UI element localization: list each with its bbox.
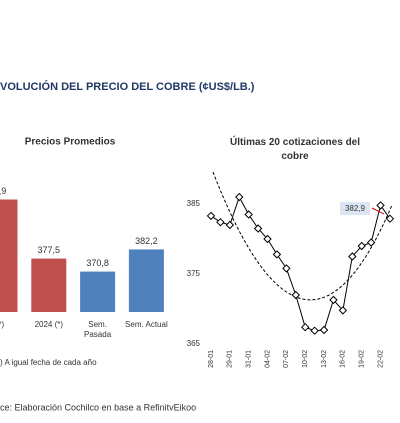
marker [272,250,282,259]
x-tick-label: 22-02 [377,350,384,368]
source: ce: Elaboración Cochilco en base a Refin… [0,402,196,412]
x-tick-label: 29-01 [227,350,234,368]
marker [291,290,300,300]
y-tick-label: 365 [187,339,201,348]
marker [348,252,357,261]
marker [253,224,263,233]
line [210,195,391,332]
value-label: 377,5 [38,245,61,255]
marker [225,220,235,230]
annotation: 382,9 [345,204,366,213]
marker [216,217,225,227]
marker [385,214,395,223]
note: ) A igual fecha de cada año [0,358,97,367]
x-tick-label: Sem. Pasada [84,320,112,339]
x-tick-label: 04-02 [264,350,271,368]
marker [329,295,338,305]
x-tick-label: 16-02 [340,350,347,368]
left-chart-title: Precios Promedios [25,137,116,148]
marker [319,325,329,335]
marker [310,326,319,335]
marker [244,210,253,219]
marker [376,201,385,210]
trend-line [212,171,393,301]
marker [263,234,272,244]
bar [80,271,116,312]
marker [366,238,376,247]
marker [235,192,244,202]
marker [206,211,216,221]
value-label: 7,9 [0,186,6,196]
bar [0,199,18,312]
annotation-box [340,202,370,215]
bar [128,249,164,312]
y-tick-label: 375 [187,269,201,278]
value-label: 370,8 [86,258,109,268]
x-tick-label: 28-01 [208,350,215,368]
marker [357,241,366,251]
marker [300,322,310,332]
y-tick-label: 385 [187,199,201,208]
x-tick-label: (*) [0,320,5,329]
value-label: 382,2 [135,236,158,246]
marker [282,264,291,273]
x-tick-label: 2024 (*) [34,320,64,329]
page-title: VOLUCIÓN DEL PRECIO DEL COBRE (¢US$/LB.) [0,80,255,93]
x-tick-label: Sem. Actual [125,320,168,329]
marker [338,306,348,315]
x-tick-label: 13-02 [321,350,328,368]
x-tick-label: 31-01 [246,350,253,368]
x-tick-label: 10-02 [302,350,309,368]
bar [31,258,67,312]
x-tick-label: 07-02 [283,350,290,368]
annotation-arrow [371,207,385,215]
x-tick-label: 19-02 [359,350,366,368]
right-chart-title: Últimas 20 cotizaciones del cobre [229,137,361,162]
